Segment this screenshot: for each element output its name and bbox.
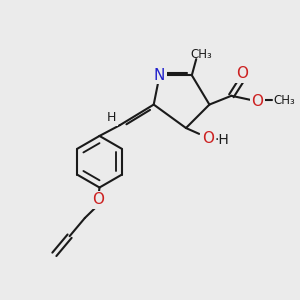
Text: O: O xyxy=(251,94,263,109)
Text: CH₃: CH₃ xyxy=(190,48,212,61)
Text: N: N xyxy=(154,68,165,83)
Text: O: O xyxy=(92,192,104,207)
Text: O: O xyxy=(202,131,214,146)
Text: H: H xyxy=(107,111,116,124)
Text: CH₃: CH₃ xyxy=(274,94,296,107)
Text: O: O xyxy=(236,66,248,81)
Text: ·H: ·H xyxy=(214,133,229,147)
